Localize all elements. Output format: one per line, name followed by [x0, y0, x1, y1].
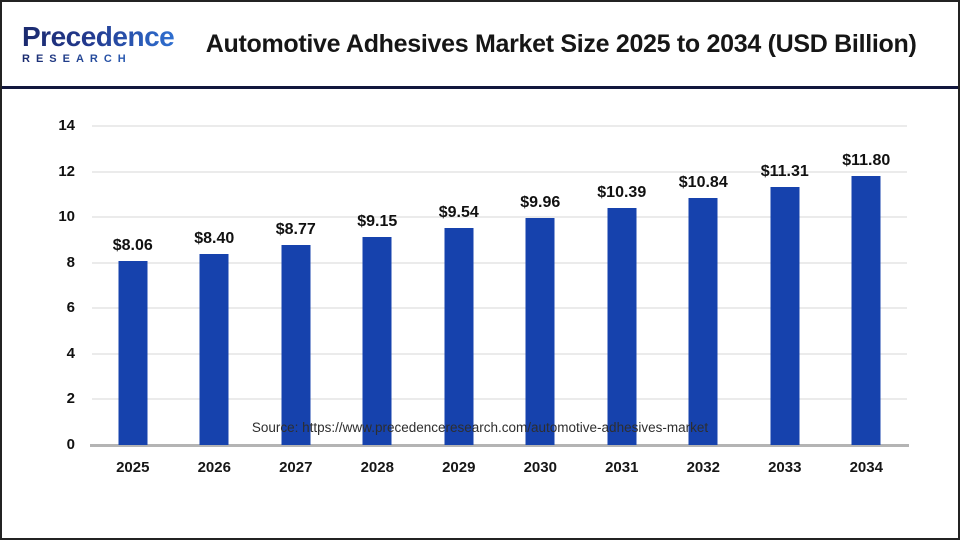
bar-slot: $10.84	[663, 126, 745, 445]
bar-slot: $11.80	[826, 126, 908, 445]
bar-slot: $9.96	[500, 126, 582, 445]
x-tick-label: 2026	[197, 459, 231, 476]
bar-2032	[688, 198, 718, 445]
x-tick-label: 2025	[116, 459, 150, 476]
y-tick-label: 10	[58, 208, 75, 226]
bar-2027	[281, 245, 311, 445]
gridline	[92, 125, 907, 127]
gridline	[92, 398, 907, 401]
bar-value-label: $8.06	[112, 237, 153, 255]
bar-value-label: $10.84	[678, 174, 728, 192]
bar-value-label: $9.15	[357, 212, 398, 230]
bar-2034	[851, 176, 881, 445]
bar-2033	[770, 187, 800, 445]
x-axis-baseline	[90, 444, 909, 447]
precedence-research-logo: Precedence RESEARCH	[22, 21, 175, 65]
bar-value-label: $11.31	[760, 163, 809, 181]
bar-value-label: $8.40	[194, 229, 235, 247]
header: Precedence RESEARCH Automotive Adhesives…	[2, 2, 958, 86]
bar-2030	[525, 218, 555, 445]
gridline	[92, 352, 907, 355]
y-tick-label: 0	[66, 436, 75, 453]
bar-slot: $8.77	[255, 126, 337, 445]
bar-value-label: $10.39	[597, 184, 647, 202]
logo-subtitle: RESEARCH	[22, 54, 174, 65]
gridline	[92, 216, 907, 219]
bar-2029	[444, 227, 474, 445]
y-tick-label: 6	[66, 299, 75, 317]
bar-slot: $11.31	[744, 126, 826, 445]
y-tick-label: 8	[66, 253, 75, 271]
gridline	[92, 261, 907, 264]
x-tick-label: 2032	[686, 459, 720, 476]
x-tick-label: 2030	[523, 459, 557, 476]
y-tick-label: 12	[58, 162, 75, 180]
x-tick-label: 2029	[442, 459, 476, 476]
bar-2028	[362, 236, 392, 445]
source-caption: Source: https://www.precedenceresearch.c…	[251, 420, 709, 435]
bar-slot: $8.06	[92, 126, 174, 445]
gridline	[92, 307, 907, 310]
bars-row: $8.06 $8.40 $8.77 $9.15 $9.54 $9.96 $10.39 $10.…	[92, 126, 907, 445]
bar-slot: $10.39	[581, 126, 663, 445]
bar-2026	[199, 253, 229, 445]
bar-slot: $9.54	[418, 126, 500, 445]
y-tick-label: 4	[66, 344, 75, 362]
bar-slot: $9.15	[337, 126, 419, 445]
bar-value-label: $11.80	[842, 152, 891, 170]
logo-wordmark: Precedence	[22, 21, 175, 52]
y-tick-label: 14	[58, 117, 75, 134]
bar-2025	[118, 261, 148, 445]
x-tick-label: 2031	[605, 459, 639, 476]
bar-value-label: $9.54	[438, 203, 479, 221]
chart-title: Automotive Adhesives Market Size 2025 to…	[205, 29, 917, 58]
bar-value-label: $8.77	[275, 221, 316, 239]
gridline	[92, 170, 907, 173]
x-tick-label: 2027	[279, 459, 313, 476]
bar-value-label: $9.96	[520, 194, 561, 212]
bar-slot: $8.40	[174, 126, 256, 445]
x-tick-label: 2034	[849, 459, 883, 476]
bar-chart: 0 2 4 6 8 10 12 14 $8.06 $8.40 $8.77 $9.15 $9.54 $9.9…	[2, 89, 958, 538]
x-tick-label: 2033	[768, 459, 802, 476]
x-tick-label: 2028	[360, 459, 394, 476]
x-axis-labels: 2025 2026 2027 2028 2029 2030 2031 2032 2033 2034	[92, 459, 907, 476]
bar-2031	[607, 208, 637, 445]
y-tick-label: 2	[66, 390, 75, 408]
header-divider	[2, 86, 958, 89]
